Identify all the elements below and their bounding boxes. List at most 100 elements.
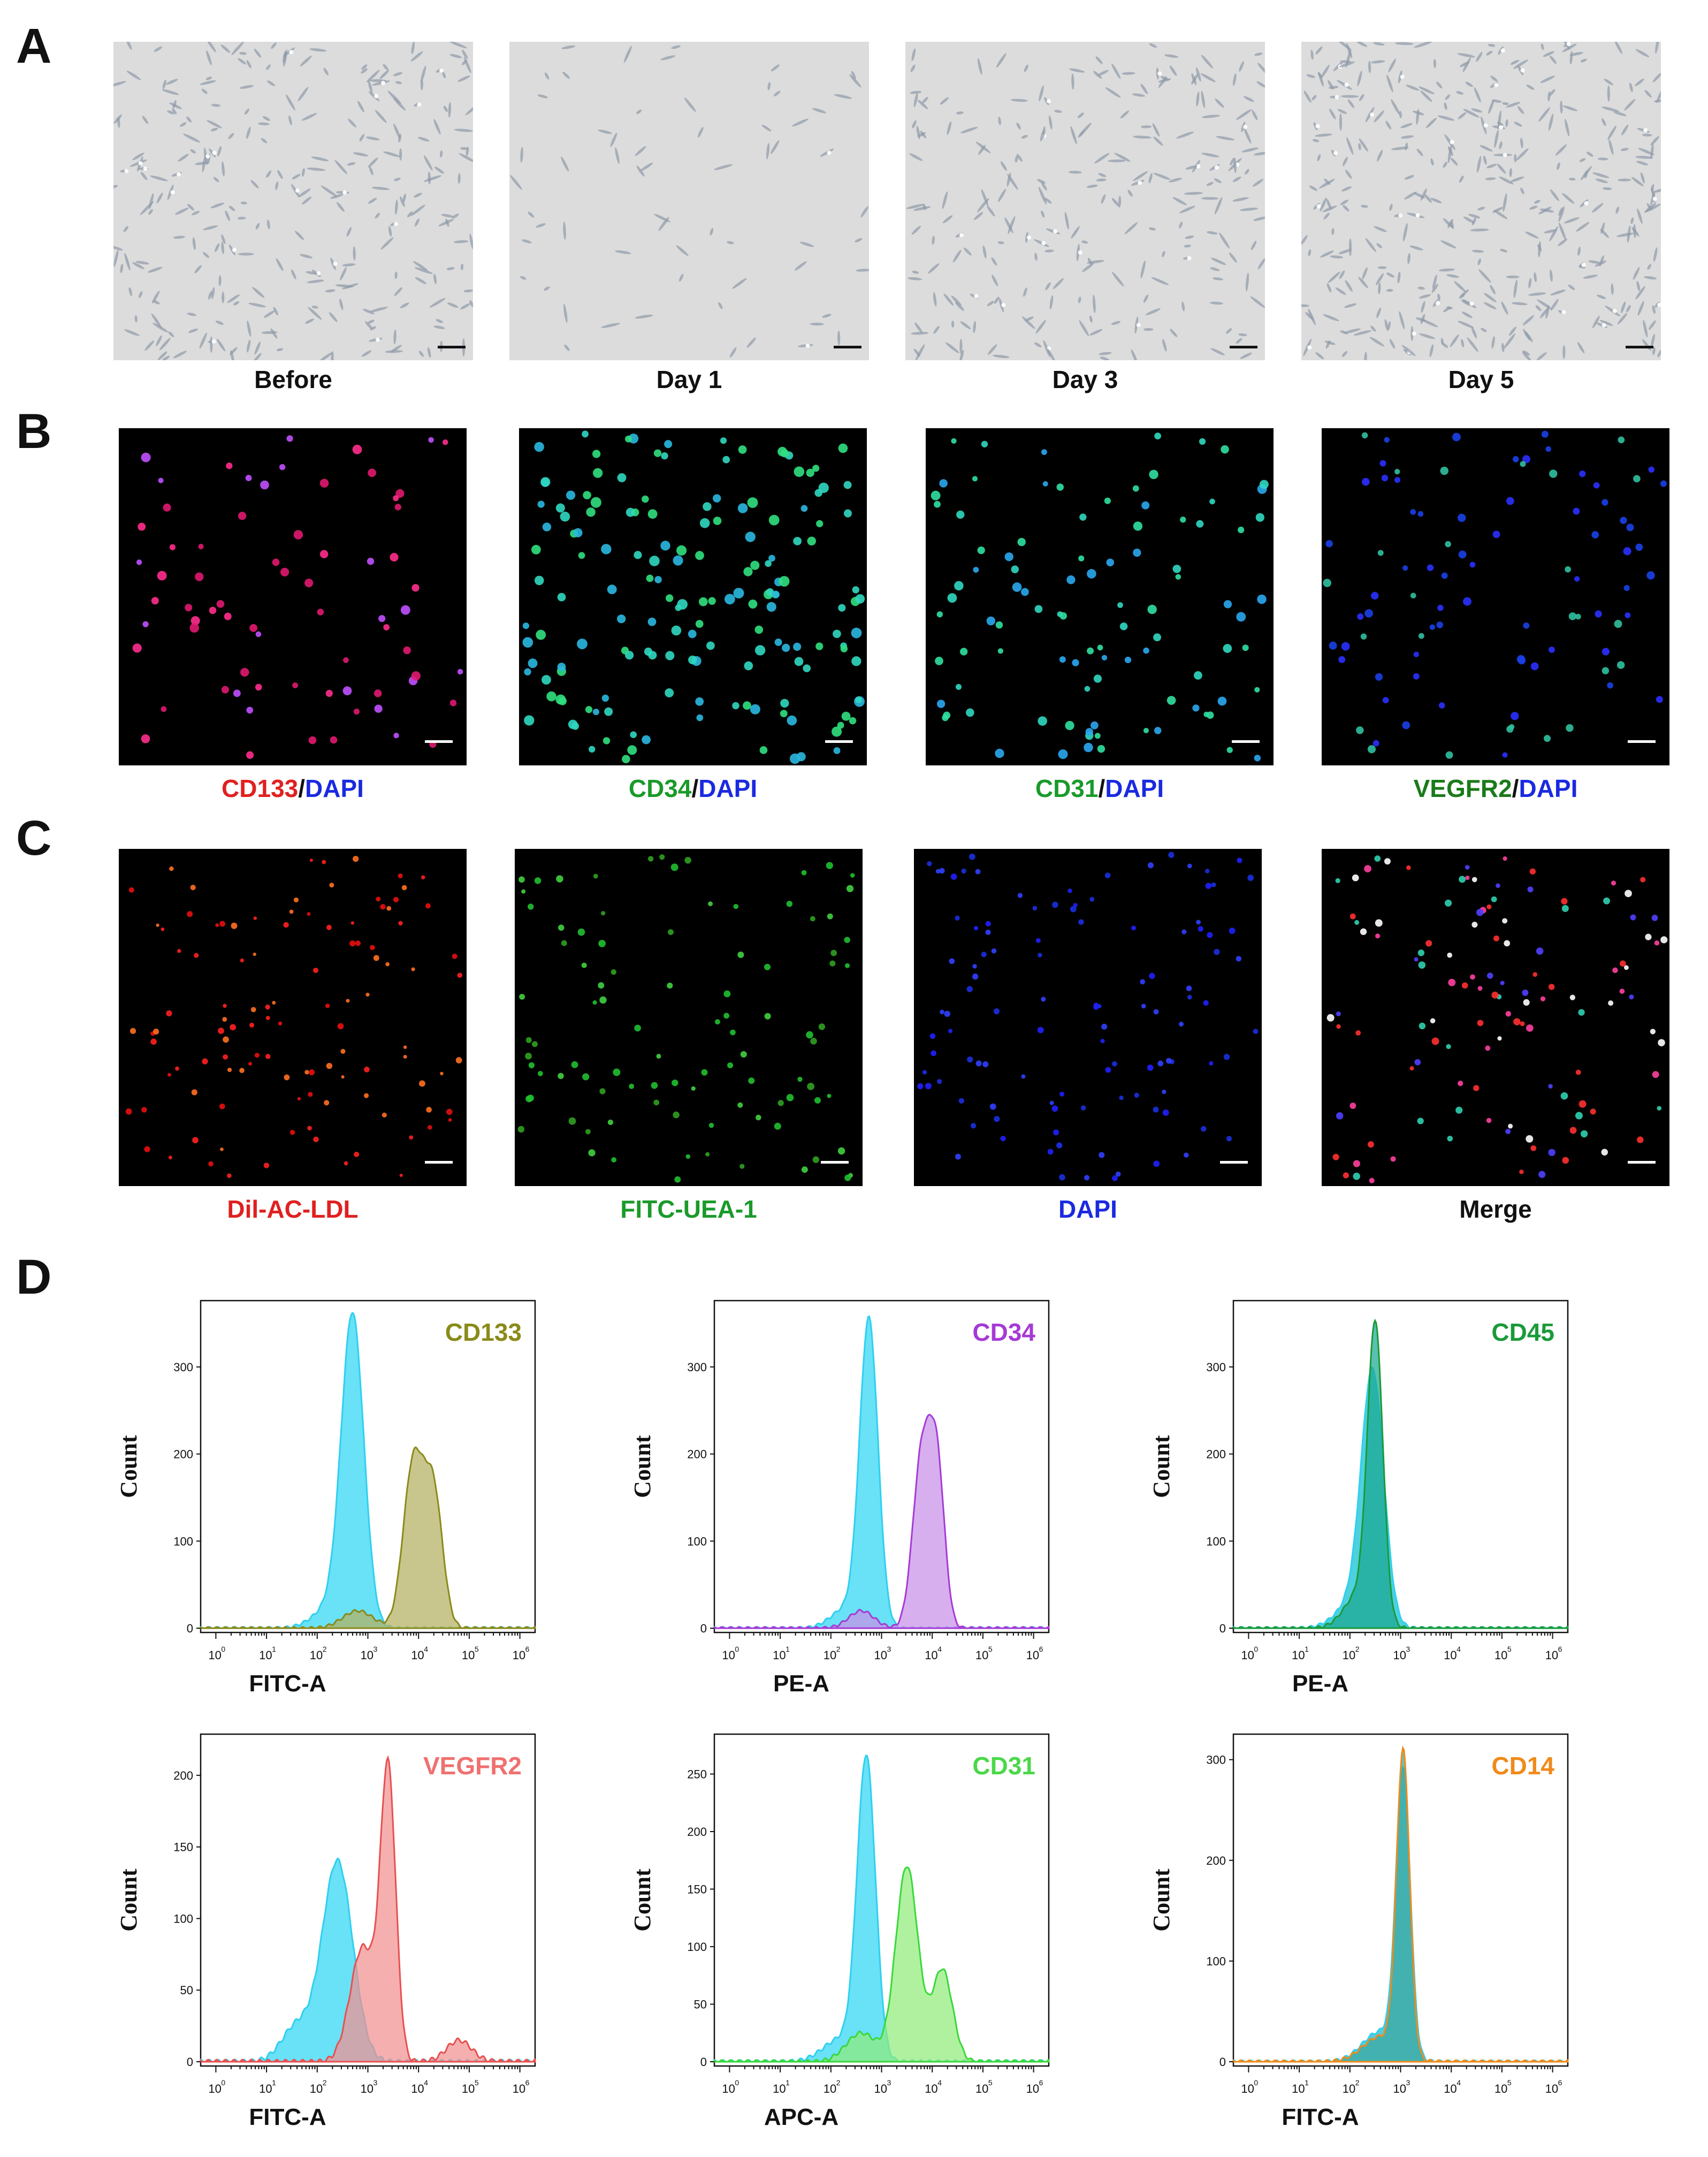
- cell: [1323, 314, 1339, 321]
- x-tick-label: 10: [1241, 1649, 1254, 1662]
- cell: [528, 211, 535, 218]
- cell: [1443, 218, 1454, 229]
- x-tick-exponent: 2: [1355, 2078, 1360, 2087]
- fluorescent-cell: [1630, 914, 1636, 921]
- y-tick-label: 100: [687, 1940, 707, 1954]
- fluorescent-cell: [319, 550, 329, 559]
- cell: [1580, 58, 1587, 63]
- cell: [1569, 52, 1583, 56]
- fluorescent-cell: [1660, 936, 1668, 944]
- cell: [913, 93, 918, 108]
- cell: [1252, 179, 1264, 187]
- fluorescent-cell: [601, 694, 609, 702]
- cell: [1210, 267, 1220, 271]
- cell: [1133, 135, 1152, 139]
- fluorescent-cell: [1402, 565, 1408, 571]
- cell: [537, 94, 548, 98]
- fluorescent-cell: [1041, 449, 1047, 455]
- fluorescent-cell: [329, 883, 334, 888]
- cell: [1586, 151, 1593, 157]
- rounded-cell: [1307, 345, 1312, 350]
- fluorescent-cell: [1522, 989, 1529, 996]
- fluorescent-cell: [390, 553, 399, 562]
- fluorescent-cell: [833, 629, 841, 639]
- panel-label-c: C: [16, 811, 52, 865]
- fluorescent-cell: [1181, 929, 1187, 935]
- fluorescent-cell: [230, 1024, 237, 1031]
- x-tick-exponent: 1: [272, 1645, 276, 1653]
- fluorescent-cell: [1394, 469, 1400, 475]
- fluorescent-cell: [1065, 720, 1074, 731]
- cell: [1460, 289, 1469, 298]
- cell: [463, 57, 471, 73]
- cell: [1600, 222, 1605, 234]
- cell: [1651, 333, 1655, 348]
- cell: [301, 196, 312, 205]
- fluorescent-cell: [1402, 721, 1410, 730]
- fluorescent-cell: [973, 567, 979, 573]
- cell: [916, 125, 920, 140]
- fluorescent-cell: [1654, 940, 1660, 946]
- fluorescent-cell: [830, 950, 837, 956]
- fluorescent-cell: [129, 1028, 136, 1034]
- cell: [1308, 308, 1316, 325]
- cell: [1523, 329, 1531, 340]
- fluorescent-cell: [141, 452, 151, 462]
- cell: [1095, 56, 1103, 64]
- fluorescent-cell: [1502, 752, 1508, 758]
- fluorescent-cell: [246, 751, 254, 759]
- cell: [418, 351, 424, 357]
- fluorescent-cell: [665, 688, 674, 697]
- fluorescent-cell: [1438, 702, 1445, 709]
- fluorescent-cell: [1153, 1106, 1159, 1113]
- fluorescent-cell: [161, 927, 165, 931]
- fluorescent-cell: [668, 929, 674, 935]
- cell: [1236, 109, 1252, 120]
- fluorescent-cell: [647, 509, 658, 519]
- fluorescent-cell: [142, 621, 149, 627]
- cell: [912, 270, 919, 274]
- fluorescent-cell: [793, 537, 802, 545]
- cell: [1588, 260, 1600, 264]
- cell: [215, 243, 220, 252]
- cell: [1089, 315, 1093, 323]
- fluorescent-cell: [706, 641, 715, 650]
- cell: [246, 60, 251, 69]
- cell: [1093, 294, 1096, 314]
- x-tick-label: 10: [1393, 1649, 1406, 1662]
- cell: [1576, 222, 1590, 232]
- fluorescent-cell: [208, 1161, 214, 1167]
- cell: [239, 52, 247, 55]
- cell: [1111, 321, 1121, 325]
- cell: [1111, 271, 1124, 287]
- fluorescent-cell: [136, 559, 142, 565]
- fluorescent-cell: [1377, 550, 1384, 556]
- fluorescent-cell: [1611, 880, 1616, 886]
- fluorescent-cell: [1051, 1105, 1058, 1112]
- fluorescent-cell: [1541, 430, 1549, 438]
- fluorescent-cell: [157, 571, 167, 581]
- fluorescent-cell: [132, 643, 142, 653]
- cell: [1322, 206, 1337, 212]
- fluorescent-cell: [611, 969, 616, 975]
- cell: [201, 88, 208, 94]
- fluorescent-cell: [354, 1151, 360, 1157]
- fluorescent-cell: [1526, 1024, 1534, 1032]
- cell: [920, 131, 927, 139]
- cell: [1034, 342, 1042, 347]
- fluorescent-cell: [708, 597, 716, 605]
- cell: [906, 204, 925, 209]
- fluorescent-cell: [457, 669, 463, 675]
- fluorescent-cell: [1413, 651, 1420, 657]
- cell: [220, 44, 231, 53]
- fluorescent-cell: [1080, 1105, 1086, 1111]
- cell: [1549, 89, 1556, 96]
- fluorescent-cell: [1326, 1014, 1335, 1022]
- x-tick-exponent: 1: [786, 1645, 790, 1653]
- fluorescent-cell: [661, 452, 668, 460]
- fluorescent-cell: [1548, 1149, 1556, 1156]
- rounded-cell: [1400, 74, 1405, 79]
- fluorescent-cell: [153, 1028, 159, 1035]
- y-axis-label: Count: [1148, 1435, 1175, 1498]
- x-tick-label: 10: [513, 2082, 525, 2095]
